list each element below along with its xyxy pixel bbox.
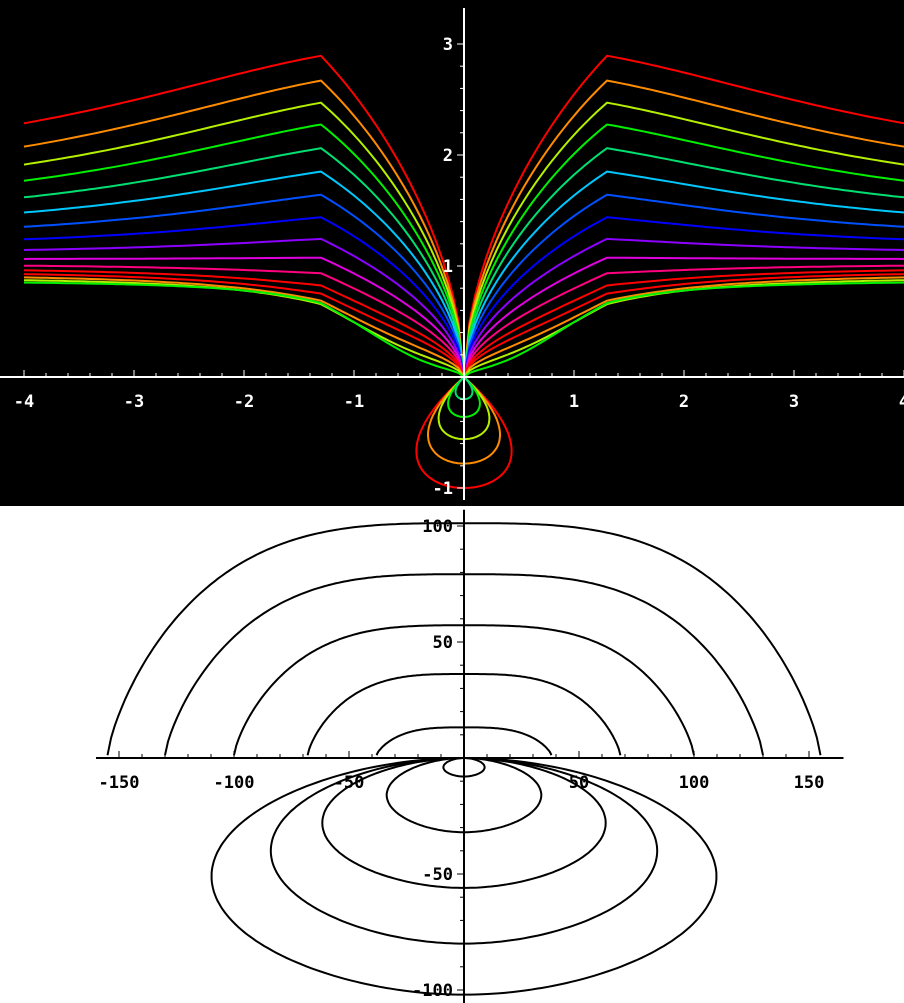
- top-y-tick-label: 2: [443, 146, 453, 166]
- top-x-tick-label: -4: [14, 392, 34, 412]
- bottom-x-tick-label: 100: [679, 773, 710, 793]
- top-plot-background: [0, 0, 904, 506]
- bottom-y-tick-label: 100: [422, 517, 453, 537]
- bottom-x-tick-label: -150: [99, 773, 140, 793]
- bottom-x-tick-label: -100: [214, 773, 255, 793]
- top-contour-plot: -4 -3 -2 -1 1 2 3 4 -1 1 2 3: [0, 0, 904, 506]
- top-x-tick-label: 1: [569, 392, 579, 412]
- top-y-tick-label: 1: [443, 257, 453, 277]
- bottom-y-tick-label: -50: [422, 865, 453, 885]
- bottom-y-tick-label: -100: [412, 981, 453, 1001]
- bottom-x-tick-label: 50: [569, 773, 589, 793]
- bottom-contour-plot: -150 -100 -50 50 100 150 -100 -50 50 100: [0, 506, 904, 1003]
- top-x-tick-label: 3: [789, 392, 799, 412]
- top-x-tick-label: -2: [234, 392, 254, 412]
- top-y-tick-label: -1: [433, 479, 453, 499]
- bottom-axes: -150 -100 -50 50 100 150 -100 -50 50 100: [96, 509, 844, 1003]
- top-x-tick-label: 2: [679, 392, 689, 412]
- bottom-y-tick-label: 50: [433, 633, 453, 653]
- top-x-tick-label: 4: [899, 392, 904, 412]
- bottom-x-tick-label: -50: [334, 773, 365, 793]
- top-axes: -4 -3 -2 -1 1 2 3 4 -1 1 2 3: [0, 8, 904, 500]
- bottom-plot-background: [0, 506, 904, 1003]
- bottom-x-tick-label: 150: [794, 773, 825, 793]
- top-x-tick-label: -3: [124, 392, 144, 412]
- top-y-tick-label: 3: [443, 35, 453, 55]
- top-x-tick-label: -1: [344, 392, 364, 412]
